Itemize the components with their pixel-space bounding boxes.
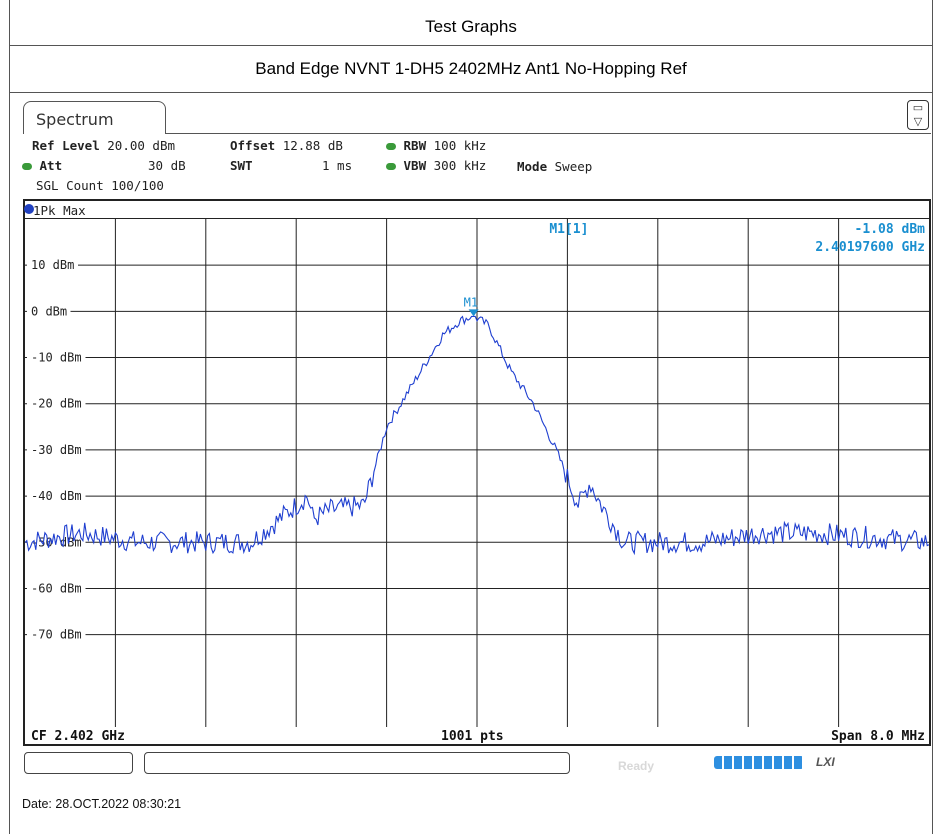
page-title: Test Graphs <box>9 10 933 46</box>
page-subtitle: Band Edge NVNT 1-DH5 2402MHz Ant1 No-Hop… <box>9 46 933 93</box>
y-tick-label: -70 dBm <box>31 628 82 642</box>
progress-indicator <box>714 756 804 769</box>
capture-date: Date: 28.OCT.2022 08:30:21 <box>22 797 182 811</box>
report-frame <box>9 0 933 834</box>
marker-readout-level: -1.08 dBm <box>855 222 926 237</box>
y-tick-label: -10 dBm <box>31 351 82 365</box>
tab-divider <box>166 133 931 134</box>
tick-label-background <box>27 441 86 458</box>
att-value: 30 dB <box>148 158 186 173</box>
offset-value: 12.88 dB <box>282 138 343 153</box>
status-points: 1001 pts <box>441 729 504 744</box>
y-tick-label: -40 dBm <box>31 489 82 503</box>
rbw-value: 100 kHz <box>433 138 487 153</box>
rbw-label: RBW <box>403 138 427 153</box>
spectrum-analyzer-screen: Spectrum ▭ ▽ Ref Level 20.00 dBm Offset 1… <box>20 98 931 782</box>
mode-label: Mode <box>517 159 548 174</box>
sgl-count: SGL Count 100/100 <box>36 178 164 193</box>
rbw-row: RBW 100 kHz <box>386 138 486 153</box>
offset-label: Offset <box>230 138 276 153</box>
tick-label-background <box>27 626 86 643</box>
ref-level-value: 20.00 dBm <box>107 138 175 153</box>
lxi-logo: LXI <box>816 755 835 769</box>
spectrum-chart: 10 dBm 0 dBm -10 dBm -20 dBm -30 dBm -40 dBm -… <box>25 219 929 727</box>
plot-area: 10 dBm 0 dBm -10 dBm -20 dBm -30 dBm -40 dBm -… <box>23 218 931 746</box>
ref-level-label: Ref Level <box>32 138 100 153</box>
marker-label: M1 <box>464 295 478 309</box>
softkey-field-1[interactable] <box>24 752 133 774</box>
tick-label-background <box>27 349 86 366</box>
y-tick-label: -60 dBm <box>31 581 82 595</box>
ready-status: Ready <box>618 759 655 773</box>
vbw-row: VBW 300 kHz <box>386 158 486 173</box>
menu-icon[interactable]: ▭ ▽ <box>907 100 929 130</box>
trace-indicator-icon <box>24 204 34 214</box>
status-bar: CF 2.402 GHz 1001 pts Span 8.0 MHz <box>23 728 931 746</box>
marker-readout-name: M1[1] <box>549 222 588 237</box>
tab-spectrum[interactable]: Spectrum <box>23 101 166 134</box>
trace-label: 1Pk Max <box>33 203 86 218</box>
vbw-indicator-icon <box>386 163 396 170</box>
att-row: Att <box>22 158 62 173</box>
mode-row: Mode Sweep <box>517 159 592 174</box>
message-field[interactable] <box>144 752 570 774</box>
offset-row: Offset 12.88 dB <box>230 138 343 153</box>
y-tick-label: 0 dBm <box>31 304 67 318</box>
ref-level-row: Ref Level 20.00 dBm <box>32 138 175 153</box>
tick-label-background <box>27 488 86 505</box>
vbw-value: 300 kHz <box>433 158 487 173</box>
tick-label-background <box>27 395 86 412</box>
y-tick-label: -20 dBm <box>31 397 82 411</box>
vbw-label: VBW <box>403 158 427 173</box>
status-span: Span 8.0 MHz <box>831 729 925 744</box>
rbw-indicator-icon <box>386 143 396 150</box>
status-cf: CF 2.402 GHz <box>31 729 125 744</box>
marker-triangle <box>468 309 479 317</box>
tab-spectrum-label: Spectrum <box>36 110 114 129</box>
mode-value: Sweep <box>554 159 593 174</box>
tick-label-background <box>27 257 78 274</box>
instrument-bottom-bar: Ready LXI <box>20 747 931 781</box>
marker-readout-frequency: 2.40197600 GHz <box>815 240 925 255</box>
att-indicator-icon <box>22 163 32 170</box>
trace-line <box>25 315 929 556</box>
swt-label: SWT <box>230 158 253 173</box>
y-tick-label: 10 dBm <box>31 258 74 272</box>
swt-value: 1 ms <box>322 158 353 173</box>
y-tick-label: -30 dBm <box>31 443 82 457</box>
tick-label-background <box>27 580 86 597</box>
trace-header: 1Pk Max <box>23 199 931 218</box>
tick-label-background <box>27 303 71 320</box>
att-label: Att <box>39 158 63 173</box>
